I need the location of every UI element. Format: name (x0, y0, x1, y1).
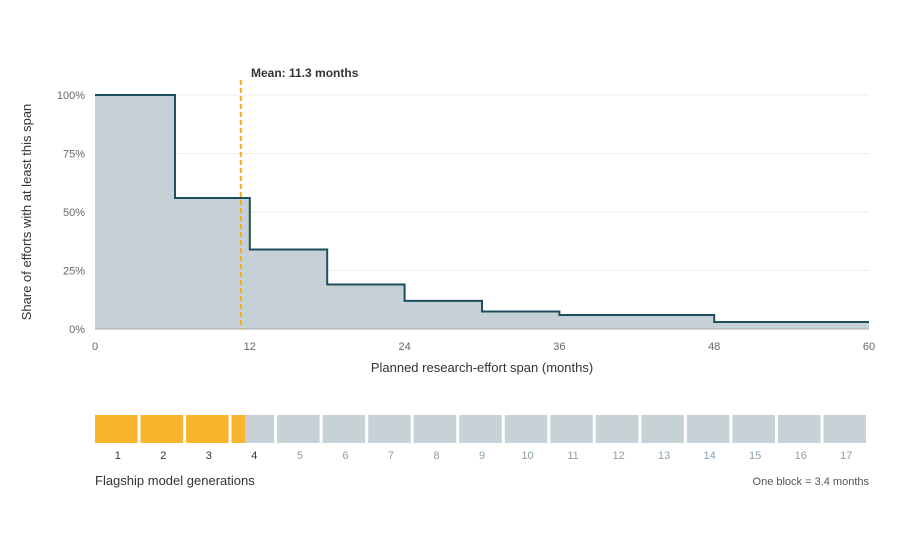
generation-block (641, 415, 684, 443)
generation-block (686, 415, 730, 443)
generation-block (413, 415, 457, 443)
generation-block-filled (95, 415, 138, 443)
x-tick-label: 36 (553, 341, 565, 353)
generation-label: 5 (297, 450, 303, 462)
generation-block (732, 415, 775, 443)
generation-label: 1 (115, 450, 121, 462)
generation-block (277, 415, 320, 443)
generation-label: 13 (658, 450, 670, 462)
x-axis-title: Planned research-effort span (months) (371, 360, 593, 375)
x-tick-label: 0 (92, 341, 98, 353)
y-tick-label: 75% (63, 149, 85, 161)
y-tick-label: 100% (57, 90, 85, 102)
x-tick-label: 12 (244, 341, 256, 353)
generation-block-filled (231, 415, 246, 443)
generation-label: 11 (567, 450, 578, 462)
x-tick-label: 48 (708, 341, 720, 353)
generation-label: 16 (795, 450, 807, 462)
generation-block-filled (186, 415, 229, 443)
generation-block (550, 415, 593, 443)
generation-block (504, 415, 548, 443)
generation-label: 14 (704, 450, 716, 462)
y-tick-label: 0% (69, 324, 85, 336)
y-tick-label: 50% (63, 207, 85, 219)
generation-label: 4 (251, 450, 257, 462)
y-axis-title: Share of efforts with at least this span (19, 104, 34, 321)
generation-block (459, 415, 502, 443)
mean-annotation: Mean: 11.3 months (251, 66, 359, 80)
generation-label: 6 (342, 450, 348, 462)
generation-block (595, 415, 639, 443)
survival-area-fill (95, 95, 869, 329)
survival-area (95, 94, 869, 329)
axes: 0% 25% 50% 75% 100% 0 12 24 36 48 60 (57, 90, 875, 353)
generation-block (368, 415, 411, 443)
generation-block (823, 415, 866, 443)
generations-caption: Flagship model generations (95, 473, 255, 488)
generation-label: 3 (206, 450, 212, 462)
generation-label: 8 (433, 450, 439, 462)
x-tick-label: 24 (398, 341, 410, 353)
generation-block-filled (140, 415, 184, 443)
generation-label: 9 (479, 450, 485, 462)
survival-step-line (95, 94, 869, 323)
generation-blocks: 1 2 3 4 5 6 7 8 9 10 11 12 13 14 15 16 17 (95, 415, 866, 462)
y-tick-label: 25% (63, 266, 85, 278)
x-tick-label: 60 (863, 341, 875, 353)
generation-label: 12 (612, 450, 624, 462)
generation-label: 17 (840, 450, 852, 462)
block-scale-note: One block = 3.4 months (753, 476, 870, 488)
generation-label: 15 (749, 450, 761, 462)
generation-label: 2 (160, 450, 166, 462)
generation-label: 10 (521, 450, 533, 462)
generation-label: 7 (388, 450, 394, 462)
generation-block (322, 415, 366, 443)
generation-block (777, 415, 821, 443)
